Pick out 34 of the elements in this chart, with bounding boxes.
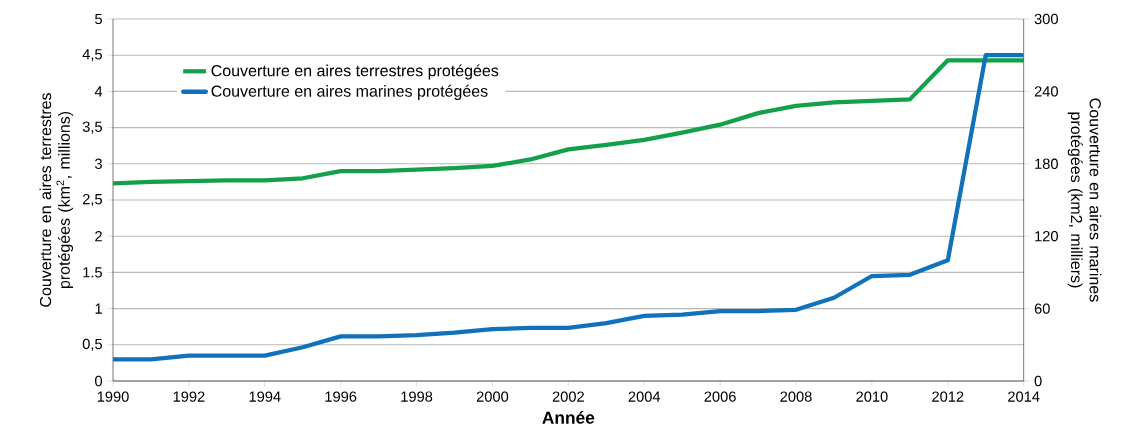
y2-tick-label: 120: [1035, 231, 1058, 242]
y-tick-label: 1.5: [83, 267, 102, 278]
y2-tick-label: 60: [1034, 303, 1050, 314]
x-tick-label: 1990: [97, 391, 129, 402]
y2-tick-label: 300: [1034, 13, 1058, 25]
y-tick-label: 4,5: [82, 49, 102, 62]
y2-tick-label: 0: [1034, 375, 1042, 387]
y-tick-label: 2,5: [82, 193, 102, 207]
x-tick-label: 2008: [780, 391, 812, 402]
x-tick-label: 2010: [856, 391, 888, 402]
y-tick-label: 3: [95, 158, 102, 169]
y-tick-label: 3,5: [82, 121, 102, 134]
x-tick-label: 1998: [401, 391, 433, 402]
x-tick-label: 1992: [173, 391, 205, 402]
x-tick-label: 2006: [704, 391, 736, 402]
x-tick-label: 2012: [932, 391, 964, 402]
y-tick-label: 4: [94, 86, 103, 97]
x-tick-label: 2002: [552, 391, 584, 402]
legend-label: Couverture en aires marines protégées: [211, 84, 488, 100]
y2-tick-label: 240: [1034, 86, 1058, 97]
x-axis-title: Année: [542, 410, 595, 424]
y2-tick-label: 180: [1035, 158, 1058, 169]
x-tick-label: 1996: [325, 391, 357, 402]
y-tick-label: 1: [95, 303, 102, 314]
y-tick-label: 0: [95, 375, 103, 387]
x-tick-label: 1994: [249, 391, 281, 402]
x-tick-label: 2000: [476, 391, 509, 402]
legend-label: Couverture en aires terrestres protégées: [211, 64, 499, 80]
x-tick-label: 2004: [628, 391, 661, 402]
y-tick-label: 0,5: [82, 338, 102, 351]
y-tick-label: 2: [95, 231, 102, 242]
x-tick-label: 2014: [1008, 391, 1040, 402]
y2-axis-title: Couverture en aires marines protégées (km2, milliers): [1067, 98, 1102, 302]
y-tick-label: 5: [95, 13, 102, 25]
